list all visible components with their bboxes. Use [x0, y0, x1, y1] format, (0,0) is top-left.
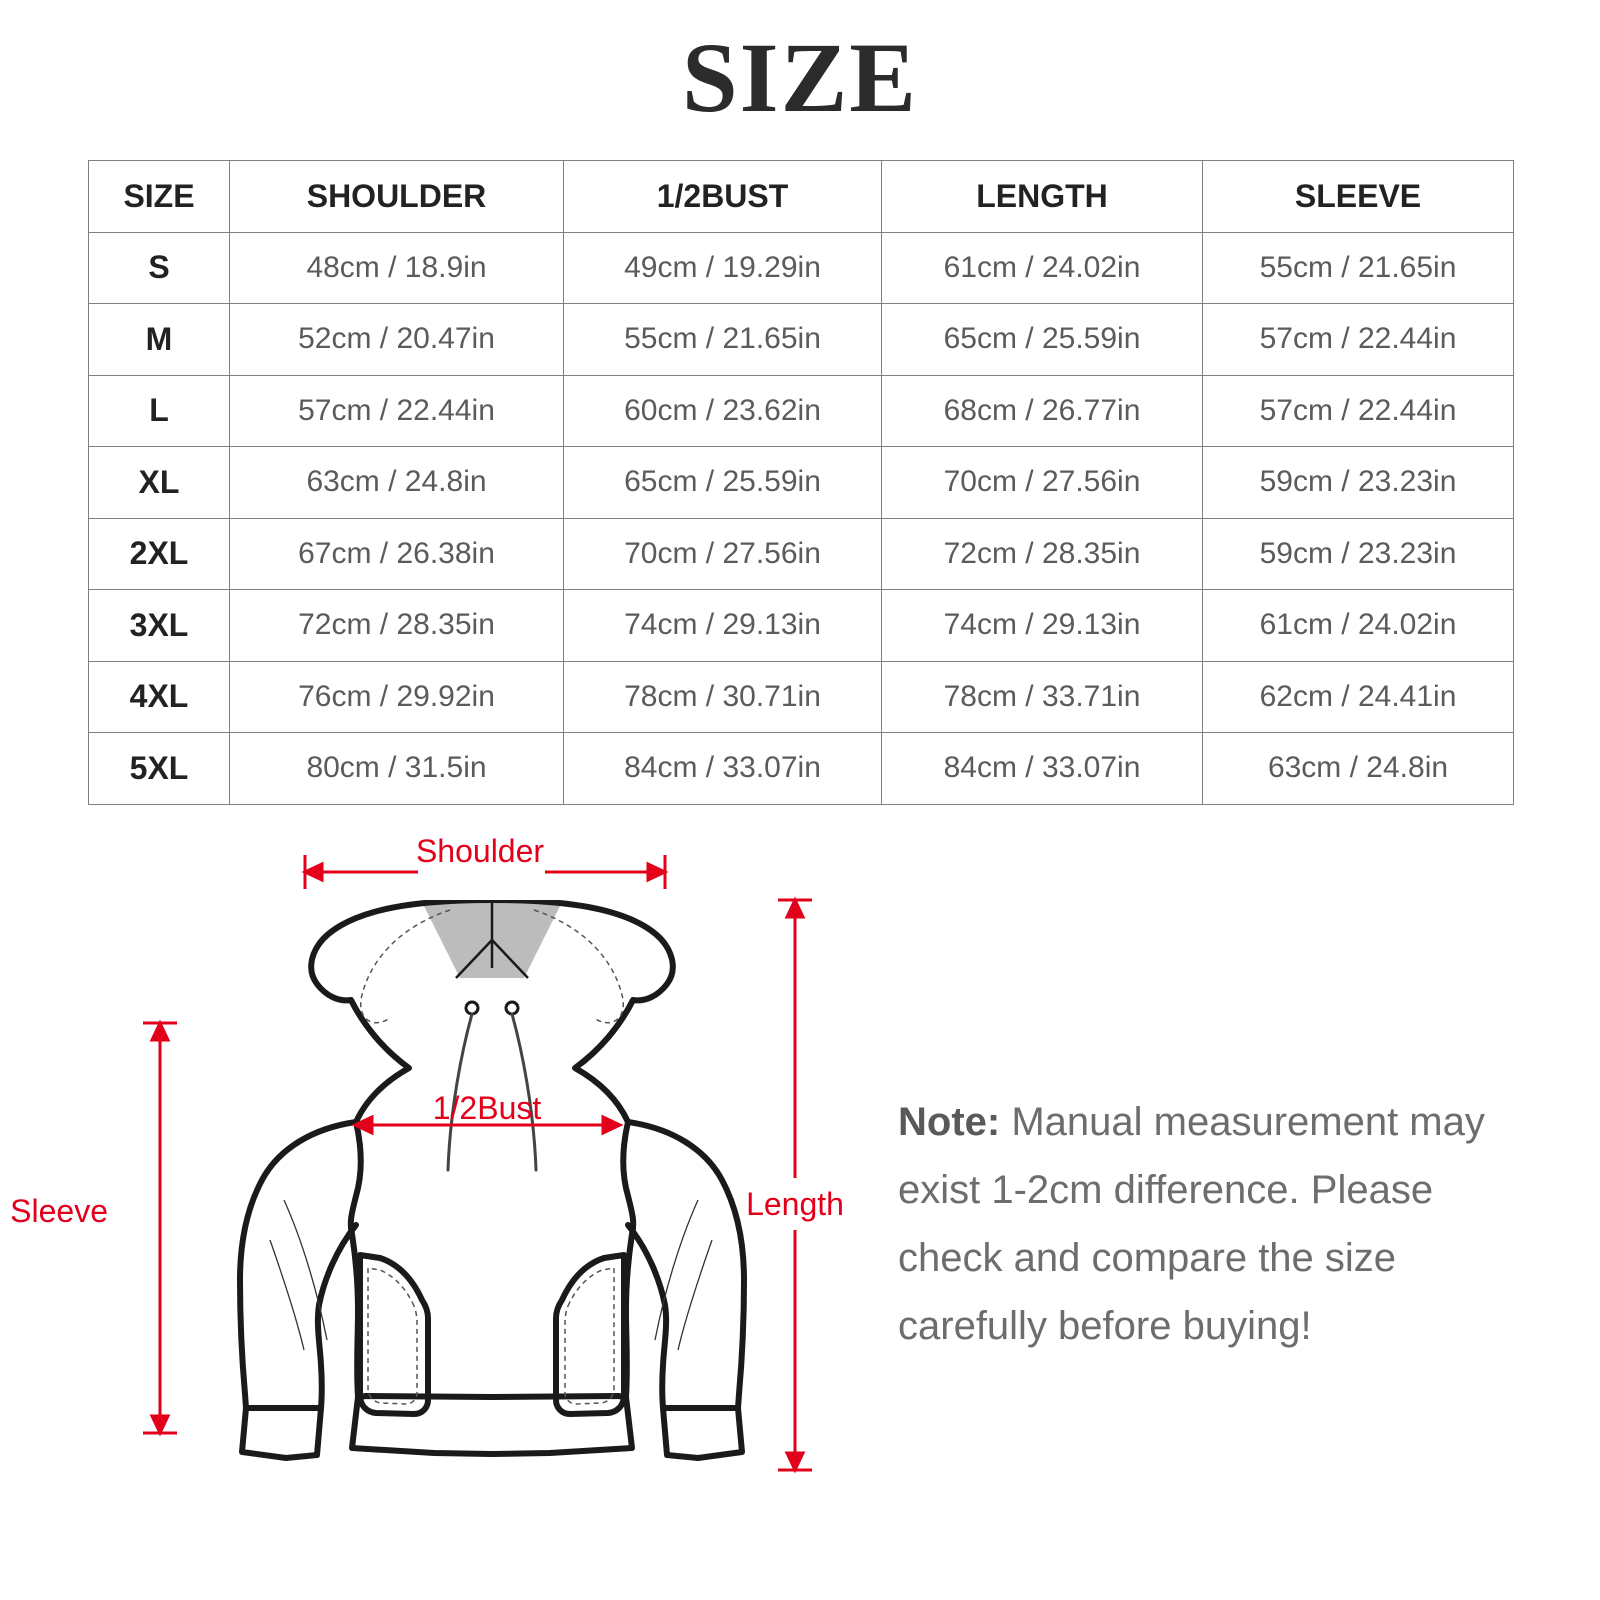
svg-text:Sleeve: Sleeve	[10, 1193, 108, 1229]
svg-text:Shoulder: Shoulder	[416, 833, 544, 869]
